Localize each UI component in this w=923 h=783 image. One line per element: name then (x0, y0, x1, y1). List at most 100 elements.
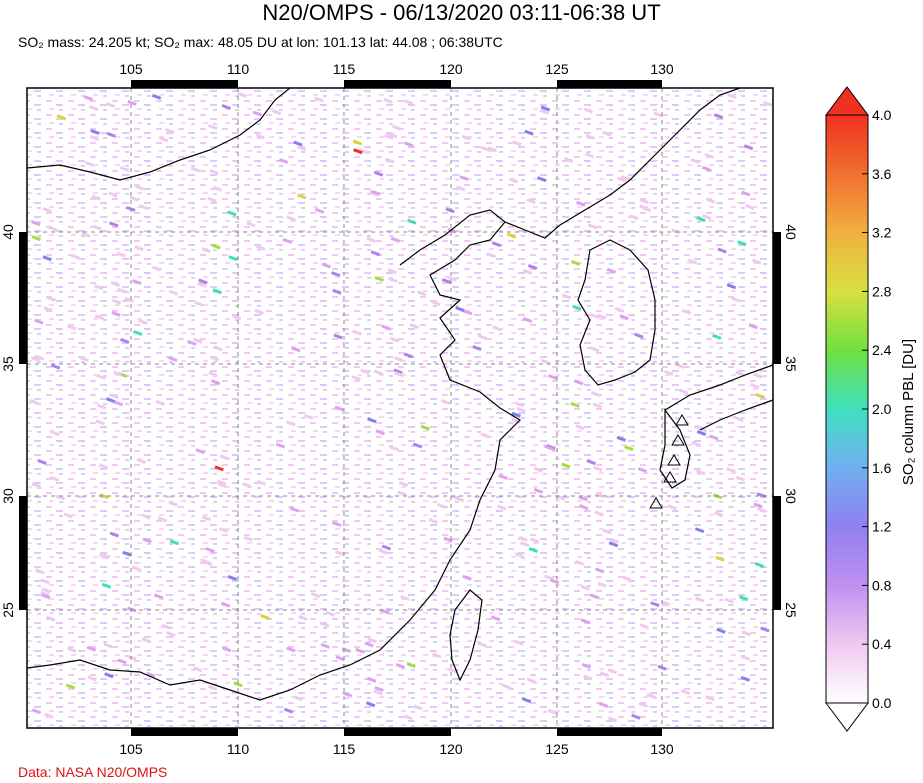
so2-pixel (528, 547, 539, 553)
so2-pixel (360, 368, 370, 375)
so2-pixel (687, 258, 698, 265)
so2-pixel (578, 504, 589, 511)
so2-pixel (653, 111, 663, 118)
so2-pixel (161, 623, 172, 630)
so2-pixel (138, 319, 148, 325)
so2-pixel (165, 128, 175, 134)
map-subtitle: SO₂ mass: 24.205 kt; SO₂ max: 48.05 DU a… (18, 34, 503, 50)
so2-pixel (671, 228, 681, 235)
so2-pixel (151, 265, 162, 272)
so2-pixel (381, 544, 392, 551)
so2-pixel (94, 314, 105, 321)
so2-pixel (41, 587, 51, 594)
so2-pixel (141, 637, 152, 644)
so2-pixel (31, 708, 42, 715)
so2-pixel (320, 642, 330, 649)
so2-pixel (109, 393, 119, 400)
so2-pixel (756, 492, 767, 499)
so2-pixel (760, 626, 770, 633)
so2-pixel (352, 139, 363, 146)
so2-pixel (741, 630, 751, 637)
lon-tick-bottom-115: 115 (333, 741, 356, 757)
so2-pixel (506, 232, 517, 239)
so2-pixel (745, 203, 755, 210)
so2-pixel (591, 391, 601, 397)
so2-pixel (581, 663, 592, 669)
so2-pixel (511, 411, 521, 418)
so2-pixel (413, 704, 423, 711)
so2-pixel (477, 334, 487, 340)
so2-pixel (255, 133, 265, 140)
so2-pixel (754, 562, 765, 568)
so2-pixel (289, 506, 300, 513)
so2-pixel (213, 345, 223, 352)
so2-pixel (89, 105, 99, 112)
lon-tick-top-130: 130 (650, 61, 674, 77)
so2-pixel (549, 578, 560, 585)
so2-pixel (92, 224, 102, 231)
so2-pixel (681, 309, 692, 315)
so2-pixel (187, 339, 197, 346)
so2-pixel (646, 693, 657, 699)
so2-pixel (86, 645, 97, 652)
so2-pixel (576, 200, 586, 207)
so2-pixel (286, 215, 296, 222)
so2-pixel (634, 332, 644, 339)
so2-pixel (547, 374, 558, 380)
so2-pixel (735, 475, 746, 482)
so2-pixel (330, 271, 341, 278)
so2-pixel (209, 355, 220, 362)
so2-pixel (41, 593, 51, 600)
so2-pixel (592, 402, 603, 409)
so2-pixel (278, 158, 289, 164)
so2-pixel (352, 329, 362, 336)
so2-pixel (221, 103, 232, 110)
so2-pixel (370, 250, 381, 257)
so2-pixel (694, 527, 705, 534)
so2-pixel (514, 401, 525, 408)
so2-pixel (208, 371, 218, 378)
lat-tick-left-30: 30 (0, 488, 16, 504)
lon-tick-bottom-120: 120 (439, 741, 463, 757)
so2-pixel (616, 176, 627, 183)
so2-pixel (218, 527, 229, 533)
so2-pixel (572, 304, 582, 311)
so2-pixel (127, 100, 137, 106)
so2-pixel (394, 371, 404, 378)
so2-pixel (631, 713, 641, 720)
so2-pixel (412, 442, 423, 449)
so2-pixel (608, 541, 619, 548)
so2-pixel (540, 358, 551, 365)
so2-pixel (155, 399, 166, 406)
so2-pixel (111, 311, 121, 317)
so2-pixel (522, 317, 533, 323)
so2-pixel (46, 295, 57, 302)
so2-pixel (207, 684, 218, 691)
so2-pixel (359, 148, 370, 155)
so2-pixel (695, 596, 705, 603)
so2-pixel (109, 531, 120, 538)
lon-tick-bottom-105: 105 (119, 741, 143, 757)
so2-pixel (98, 463, 109, 470)
so2-pixel (325, 610, 336, 617)
axis-bars (19, 80, 781, 736)
so2-pixel (526, 677, 536, 684)
so2-pixel (537, 176, 547, 183)
so2-pixel (762, 100, 773, 107)
so2-pixel (594, 492, 605, 499)
so2-pixel (366, 236, 376, 243)
so2-pixel (607, 668, 618, 675)
so2-pixel (487, 146, 498, 153)
so2-pixel (606, 267, 617, 274)
so2-pixel (624, 445, 634, 452)
colorbar-tick-label: 3.2 (872, 225, 892, 241)
so2-pixel (697, 426, 708, 433)
so2-pixel (578, 495, 588, 502)
colorbar-ticks: 4.0 3.6 3.2 2.8 2.4 2.0 1.6 1.2 0.8 0.4 0.0 (862, 107, 892, 711)
so2-pixel (498, 474, 508, 480)
so2-pixel (639, 198, 649, 205)
so2-pixel (575, 424, 585, 431)
so2-pixel (585, 134, 595, 140)
so2-pixel (529, 537, 540, 544)
so2-pixel (447, 667, 458, 674)
